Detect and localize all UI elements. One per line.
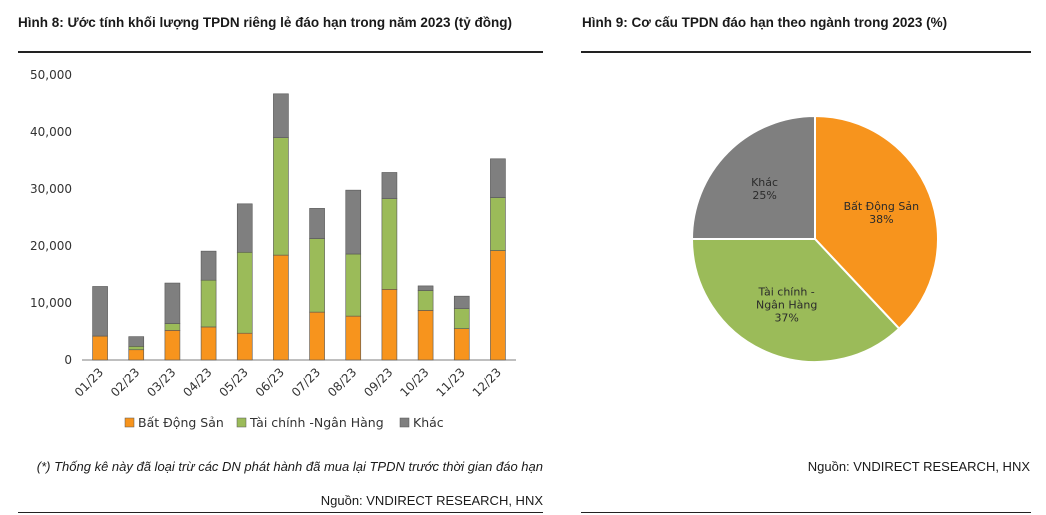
x-tick-label: 08/23 bbox=[325, 365, 359, 399]
bar-segment-b-t-ng-s-n bbox=[345, 315, 362, 361]
pie-slice-t-i-ch-nh-ng-n-h-ng bbox=[690, 238, 901, 363]
y-tick-label: 50,000 bbox=[30, 68, 72, 82]
pie-label-percent: 25% bbox=[752, 189, 776, 202]
pie-label: Bất Động Sản 38% bbox=[844, 200, 920, 226]
pie-slice-b-t-ng-s-n bbox=[814, 114, 939, 331]
title-divider bbox=[581, 51, 1031, 53]
bar-segment-b-t-ng-s-n bbox=[381, 289, 398, 361]
legend-swatch bbox=[236, 417, 247, 428]
pie-slice-kh-c bbox=[690, 114, 816, 240]
pie-chart-panel: Hình 9: Cơ cấu TPDN đáo hạn theo ngành t… bbox=[576, 0, 1046, 515]
bar-segment-b-t-ng-s-n bbox=[128, 349, 145, 361]
x-tick-label: 07/23 bbox=[289, 365, 323, 399]
bar-segment-t-i-ch-nh-ng-n-h-ng bbox=[128, 346, 145, 351]
bar-segment-t-i-ch-nh-ng-n-h-ng bbox=[273, 137, 289, 256]
pie-label-percent: 37% bbox=[774, 311, 798, 324]
pie-label: Khác 25% bbox=[751, 176, 778, 202]
bar-segment-t-i-ch-nh-ng-n-h-ng bbox=[309, 238, 325, 313]
bar-segment-b-t-ng-s-n bbox=[273, 254, 289, 361]
bar-segment-kh-c bbox=[417, 285, 434, 291]
stacked-bar-chart: 0 10,000 20,000 30,000 40,000 50,000 01/23 02/2… bbox=[30, 68, 516, 430]
bar-segment-t-i-ch-nh-ng-n-h-ng bbox=[345, 253, 362, 317]
pie-label-name: Ngân Hàng bbox=[756, 298, 817, 311]
title-divider bbox=[18, 51, 543, 53]
bar-segment-b-t-ng-s-n bbox=[92, 335, 108, 361]
bar-segment-kh-c bbox=[236, 203, 253, 253]
bottom-divider bbox=[18, 512, 543, 513]
bar-segment-t-i-ch-nh-ng-n-h-ng bbox=[236, 251, 253, 334]
y-tick-label: 20,000 bbox=[30, 239, 72, 253]
bar-segment-b-t-ng-s-n bbox=[417, 310, 434, 361]
bar-segment-kh-c bbox=[92, 286, 108, 337]
bar-segment-b-t-ng-s-n bbox=[200, 326, 217, 361]
bar-chart-source: Nguồn: VNDIRECT RESEARCH, HNX bbox=[320, 493, 543, 508]
bar-segment-t-i-ch-nh-ng-n-h-ng bbox=[453, 308, 470, 329]
pie-label-name: Khác bbox=[751, 176, 778, 189]
bar-segment-b-t-ng-s-n bbox=[309, 311, 325, 361]
bar-segment-kh-c bbox=[490, 158, 506, 198]
pie-label-name: Bất Động Sản bbox=[844, 200, 920, 213]
bar-segment-kh-c bbox=[164, 282, 181, 324]
bar-segment-t-i-ch-nh-ng-n-h-ng bbox=[417, 290, 434, 311]
bar-segment-t-i-ch-nh-ng-n-h-ng bbox=[381, 198, 398, 290]
bar-segment-b-t-ng-s-n bbox=[164, 330, 181, 361]
pie-label: Tài chính -Ngân Hàng 37% bbox=[756, 285, 817, 324]
legend-item: Khác bbox=[399, 415, 444, 430]
x-tick-label: 06/23 bbox=[253, 365, 287, 399]
x-tick-label: 04/23 bbox=[180, 365, 214, 399]
y-tick-label: 40,000 bbox=[30, 125, 72, 139]
x-tick-label: 03/23 bbox=[144, 365, 178, 399]
legend-swatch bbox=[124, 417, 135, 428]
bar-segment-kh-c bbox=[273, 93, 289, 138]
bar-segment-kh-c bbox=[128, 336, 145, 347]
legend-item: Bất Động Sản bbox=[124, 415, 224, 430]
bar-segment-kh-c bbox=[345, 189, 362, 255]
bottom-divider bbox=[581, 512, 1031, 513]
bar-segment-t-i-ch-nh-ng-n-h-ng bbox=[490, 197, 506, 251]
pie-chart: Bất Động Sản 38% Tài chính -Ngân Hàng 37% Kh… bbox=[690, 114, 939, 363]
bar-chart-panel: Hình 8: Ước tính khối lượng TPDN riêng l… bbox=[18, 15, 543, 513]
legend-label: Tài chính -Ngân Hàng bbox=[249, 415, 384, 430]
x-tick-label: 05/23 bbox=[217, 365, 251, 399]
footnote: (*) Thống kê này đã loại trừ các DN phát… bbox=[36, 459, 543, 474]
bar-segment-kh-c bbox=[309, 208, 325, 239]
x-tick-label: 11/23 bbox=[434, 365, 468, 399]
legend-swatch bbox=[399, 417, 410, 428]
bar-segment-t-i-ch-nh-ng-n-h-ng bbox=[200, 279, 217, 328]
pie-chart-source: Nguồn: VNDIRECT RESEARCH, HNX bbox=[807, 459, 1030, 474]
pie-label-percent: 38% bbox=[869, 213, 893, 226]
bar-segment-kh-c bbox=[381, 172, 398, 199]
y-tick-label: 10,000 bbox=[30, 296, 72, 310]
legend-item: Tài chính -Ngân Hàng bbox=[236, 415, 384, 430]
legend-label: Bất Động Sản bbox=[138, 415, 224, 430]
pie-chart-title: Hình 9: Cơ cấu TPDN đáo hạn theo ngành t… bbox=[582, 15, 948, 30]
bar-segment-b-t-ng-s-n bbox=[236, 332, 253, 361]
bar-chart-title: Hình 8: Ước tính khối lượng TPDN riêng l… bbox=[18, 15, 512, 30]
y-tick-label: 0 bbox=[64, 353, 72, 367]
x-tick-label: 09/23 bbox=[361, 365, 395, 399]
bar-segment-b-t-ng-s-n bbox=[490, 250, 506, 361]
x-tick-label: 01/23 bbox=[72, 365, 106, 399]
bar-segment-b-t-ng-s-n bbox=[453, 328, 470, 361]
pie-label-name: Tài chính - bbox=[758, 285, 815, 298]
bar-segment-kh-c bbox=[200, 250, 217, 281]
legend-label: Khác bbox=[413, 415, 444, 430]
bar-segment-kh-c bbox=[453, 295, 470, 310]
y-tick-label: 30,000 bbox=[30, 182, 72, 196]
x-tick-label: 10/23 bbox=[397, 365, 431, 399]
bar-segment-t-i-ch-nh-ng-n-h-ng bbox=[164, 323, 181, 331]
x-tick-label: 12/23 bbox=[470, 365, 504, 399]
x-tick-label: 02/23 bbox=[108, 365, 142, 399]
